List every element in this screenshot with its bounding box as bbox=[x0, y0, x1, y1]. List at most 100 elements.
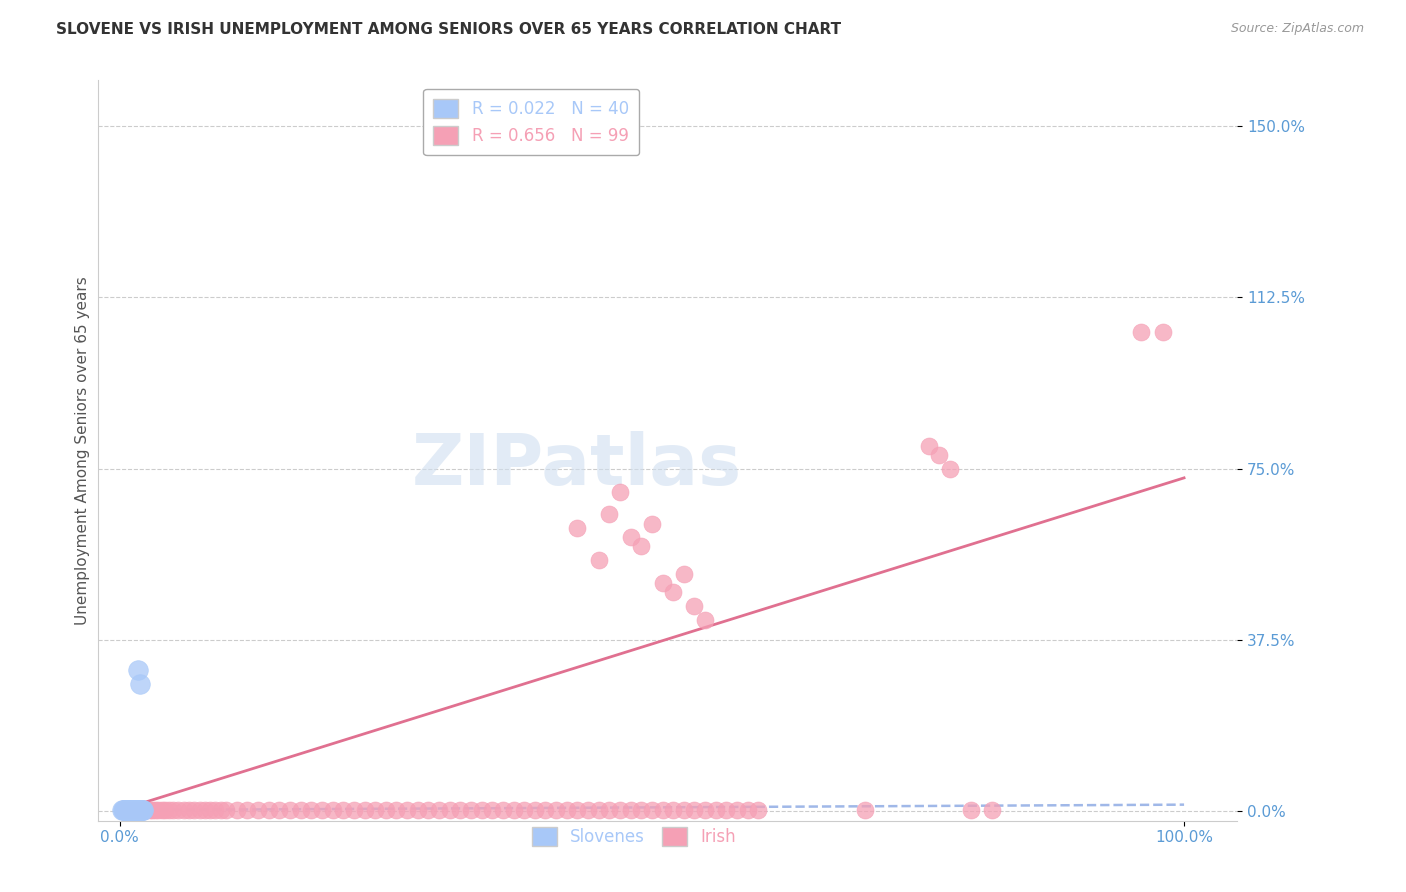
Point bbox=[128, 803, 150, 817]
Point bbox=[125, 803, 148, 817]
Point bbox=[115, 803, 138, 817]
Point bbox=[183, 803, 205, 817]
Point bbox=[672, 566, 695, 581]
Point bbox=[114, 803, 136, 817]
Point bbox=[124, 803, 146, 817]
Point bbox=[406, 803, 429, 817]
Point bbox=[567, 521, 589, 535]
Point bbox=[278, 803, 301, 817]
Point bbox=[928, 448, 950, 462]
Point bbox=[157, 803, 180, 817]
Point bbox=[960, 803, 983, 817]
Point bbox=[114, 803, 136, 817]
Point bbox=[129, 803, 152, 817]
Point bbox=[449, 803, 471, 817]
Point bbox=[981, 803, 1004, 817]
Point bbox=[141, 803, 163, 817]
Point bbox=[853, 803, 876, 817]
Point bbox=[111, 803, 134, 817]
Point bbox=[120, 803, 142, 817]
Point bbox=[502, 803, 524, 817]
Point bbox=[439, 803, 461, 817]
Point bbox=[118, 803, 141, 817]
Point bbox=[117, 803, 139, 817]
Point bbox=[481, 803, 503, 817]
Point bbox=[209, 803, 232, 817]
Point bbox=[124, 803, 146, 817]
Text: ZIPatlas: ZIPatlas bbox=[412, 431, 742, 500]
Point bbox=[1130, 325, 1153, 339]
Point bbox=[534, 803, 557, 817]
Point bbox=[353, 803, 375, 817]
Point bbox=[290, 803, 312, 817]
Point bbox=[513, 803, 536, 817]
Point bbox=[725, 803, 748, 817]
Point bbox=[598, 803, 620, 817]
Point bbox=[150, 803, 173, 817]
Point bbox=[374, 803, 396, 817]
Point bbox=[662, 585, 685, 599]
Point bbox=[747, 803, 769, 817]
Point bbox=[555, 803, 578, 817]
Point bbox=[546, 803, 568, 817]
Point bbox=[236, 803, 259, 817]
Point bbox=[129, 803, 152, 817]
Point bbox=[115, 803, 138, 817]
Point bbox=[115, 803, 138, 817]
Point bbox=[620, 803, 643, 817]
Point bbox=[121, 803, 143, 817]
Legend: Slovenes, Irish: Slovenes, Irish bbox=[524, 821, 742, 853]
Point bbox=[120, 803, 142, 817]
Point bbox=[120, 803, 142, 817]
Point bbox=[188, 803, 211, 817]
Point bbox=[598, 508, 620, 522]
Point bbox=[620, 530, 643, 544]
Point bbox=[332, 803, 354, 817]
Point bbox=[115, 803, 138, 817]
Point bbox=[460, 803, 482, 817]
Point bbox=[204, 803, 226, 817]
Point bbox=[128, 803, 150, 817]
Point bbox=[112, 803, 135, 817]
Point bbox=[131, 803, 153, 817]
Point bbox=[257, 803, 280, 817]
Y-axis label: Unemployment Among Seniors over 65 years: Unemployment Among Seniors over 65 years bbox=[75, 277, 90, 624]
Point bbox=[173, 803, 195, 817]
Point bbox=[132, 803, 155, 817]
Point bbox=[111, 803, 134, 817]
Point bbox=[128, 803, 150, 817]
Point bbox=[683, 599, 706, 613]
Point bbox=[311, 803, 333, 817]
Point bbox=[215, 803, 238, 817]
Point bbox=[939, 461, 962, 475]
Point bbox=[138, 803, 160, 817]
Point bbox=[129, 676, 152, 690]
Point bbox=[120, 803, 142, 817]
Point bbox=[651, 803, 673, 817]
Point bbox=[418, 803, 440, 817]
Point bbox=[115, 803, 138, 817]
Point bbox=[385, 803, 408, 817]
Point bbox=[917, 439, 939, 453]
Point bbox=[343, 803, 366, 817]
Point bbox=[127, 803, 149, 817]
Point bbox=[588, 803, 610, 817]
Point bbox=[124, 803, 146, 817]
Point bbox=[683, 803, 706, 817]
Point bbox=[641, 516, 664, 531]
Point bbox=[114, 803, 136, 817]
Point bbox=[225, 803, 247, 817]
Point bbox=[122, 803, 145, 817]
Point bbox=[269, 803, 291, 817]
Point bbox=[111, 803, 134, 817]
Point bbox=[129, 803, 152, 817]
Point bbox=[693, 613, 716, 627]
Point bbox=[651, 576, 673, 591]
Point bbox=[117, 803, 139, 817]
Point bbox=[737, 803, 759, 817]
Point bbox=[155, 803, 177, 817]
Point bbox=[630, 803, 652, 817]
Point bbox=[716, 803, 738, 817]
Point bbox=[122, 803, 145, 817]
Point bbox=[127, 663, 149, 677]
